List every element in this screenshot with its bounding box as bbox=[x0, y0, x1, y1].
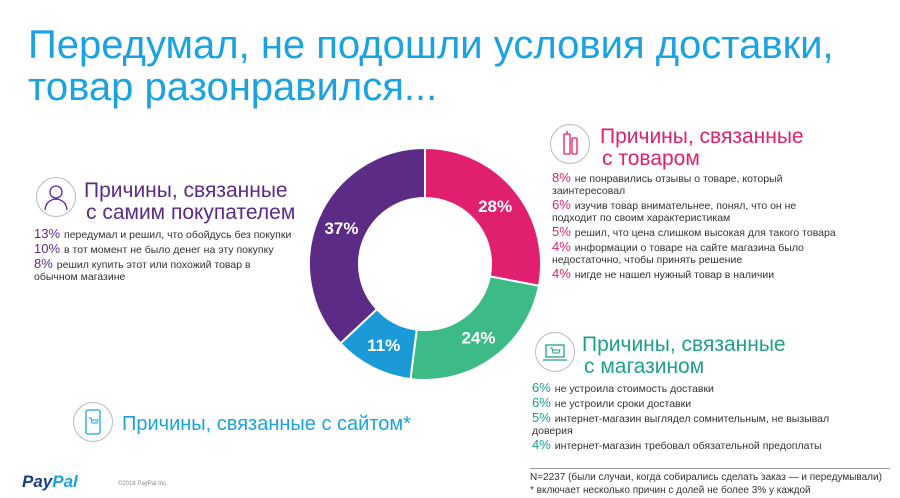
phone-cart-icon bbox=[73, 402, 113, 442]
donut-slice bbox=[308, 148, 426, 345]
product-heading: Причины, связанные с товаром bbox=[600, 126, 804, 170]
reason-text: передумал и решил, что обойдусь без поку… bbox=[64, 229, 292, 241]
copyright: ©2018 PayPal Inc. bbox=[118, 481, 168, 487]
bottle-icon bbox=[550, 124, 590, 164]
buyer-heading-line-1: Причины, связанные bbox=[84, 179, 288, 202]
reason-percent: 10% bbox=[34, 241, 61, 256]
reason-text: не устроила стоимость доставки bbox=[554, 383, 714, 395]
list-item: 8% не понравились отзывы о товаре, которы… bbox=[552, 170, 842, 197]
reason-text: информации о товаре на сайте магазина бы… bbox=[552, 242, 804, 266]
slice-label: 28% bbox=[478, 197, 512, 216]
laptop-cart-icon bbox=[535, 332, 575, 372]
footnote-sample-size: N=2237 (были случаи, когда собирались сд… bbox=[530, 472, 882, 483]
store-heading-line-1: Причины, связанные bbox=[582, 333, 786, 356]
reason-percent: 13% bbox=[34, 226, 61, 241]
reason-percent: 5% bbox=[552, 224, 571, 239]
reason-text: изучив товар внимательнее, понял, что он… bbox=[552, 200, 797, 224]
list-item: 8% решил купить этот или похожий товар в … bbox=[34, 256, 264, 283]
reason-percent: 4% bbox=[552, 266, 571, 281]
reason-text: интернет-магазин требовал обязательной п… bbox=[554, 440, 822, 452]
brand-part-1: Pay bbox=[22, 472, 53, 491]
reason-text: решил купить этот или похожий товар в об… bbox=[34, 259, 251, 283]
store-heading-line-2: с магазином bbox=[584, 355, 705, 378]
reason-text: решил, что цена слишком высокая для тако… bbox=[574, 227, 836, 239]
reason-text: не устроили сроки доставки bbox=[554, 398, 692, 410]
reason-percent: 6% bbox=[532, 380, 551, 395]
person-icon bbox=[36, 177, 76, 217]
list-item: 4% информации о товаре на сайте магазина … bbox=[552, 239, 842, 266]
reason-percent: 6% bbox=[552, 197, 571, 212]
slice-label: 24% bbox=[461, 329, 495, 348]
store-heading: Причины, связанные с магазином bbox=[582, 334, 786, 378]
reason-text: нигде не нашел нужный товар в наличии bbox=[574, 269, 775, 281]
title-line-2: товар разонравился... bbox=[28, 65, 438, 109]
list-item: 5% интернет-магазин выглядел сомнительным… bbox=[532, 410, 872, 437]
title-line-1: Передумал, не подошли условия доставки, bbox=[28, 23, 834, 67]
list-item: 6% не устроила стоимость доставки bbox=[532, 380, 872, 395]
list-item: 4% нигде не нашел нужный товар в наличии bbox=[552, 266, 842, 281]
reason-percent: 6% bbox=[532, 395, 551, 410]
slice-label: 11% bbox=[367, 336, 400, 355]
store-reasons-list: 6% не устроила стоимость доставки 6% не ус… bbox=[532, 380, 872, 454]
buyer-reasons-list: 13% передумал и решил, что обойдусь без п… bbox=[34, 226, 304, 285]
list-item: 10% в тот момент не было денег на эту пок… bbox=[34, 241, 304, 256]
reason-text: в тот момент не было денег на эту покупк… bbox=[64, 244, 274, 256]
site-heading: Причины, связанные с сайтом* bbox=[122, 413, 411, 435]
list-item: 6% не устроили сроки доставки bbox=[532, 395, 872, 410]
brand-part-2: Pal bbox=[52, 472, 78, 491]
product-heading-line-1: Причины, связанные bbox=[600, 125, 804, 148]
paypal-logo: PayPal bbox=[22, 472, 78, 492]
footnote-asterisk: * включает несколько причин с долей не б… bbox=[530, 485, 811, 496]
list-item: 4% интернет-магазин требовал обязательной… bbox=[532, 437, 872, 452]
list-item: 13% передумал и решил, что обойдусь без п… bbox=[34, 226, 304, 241]
reason-percent: 4% bbox=[552, 239, 571, 254]
list-item: 6% изучив товар внимательнее, понял, что … bbox=[552, 197, 842, 224]
reason-percent: 8% bbox=[552, 170, 571, 185]
reason-percent: 4% bbox=[532, 437, 551, 452]
reason-percent: 8% bbox=[34, 256, 53, 271]
buyer-heading-line-2: с самим покупателем bbox=[86, 201, 296, 224]
donut-slice bbox=[424, 148, 542, 287]
donut-slice bbox=[409, 275, 541, 381]
product-heading-line-2: с товаром bbox=[602, 147, 700, 170]
reason-text: не понравились отзывы о товаре, который … bbox=[552, 173, 783, 197]
page-title: Передумал, не подошли условия доставки, … bbox=[28, 24, 878, 108]
donut-chart: 28% 24% 11% 37% bbox=[308, 148, 542, 381]
buyer-heading: Причины, связанные с самим покупателем bbox=[84, 180, 295, 224]
reason-percent: 5% bbox=[532, 410, 551, 425]
reason-text: интернет-магазин выглядел сомнительным, … bbox=[532, 413, 830, 437]
footnote: N=2237 (были случаи, когда собирались сд… bbox=[530, 468, 890, 497]
list-item: 5% решил, что цена слишком высокая для та… bbox=[552, 224, 842, 239]
product-reasons-list: 8% не понравились отзывы о товаре, которы… bbox=[552, 170, 842, 283]
slice-label: 37% bbox=[324, 219, 358, 238]
